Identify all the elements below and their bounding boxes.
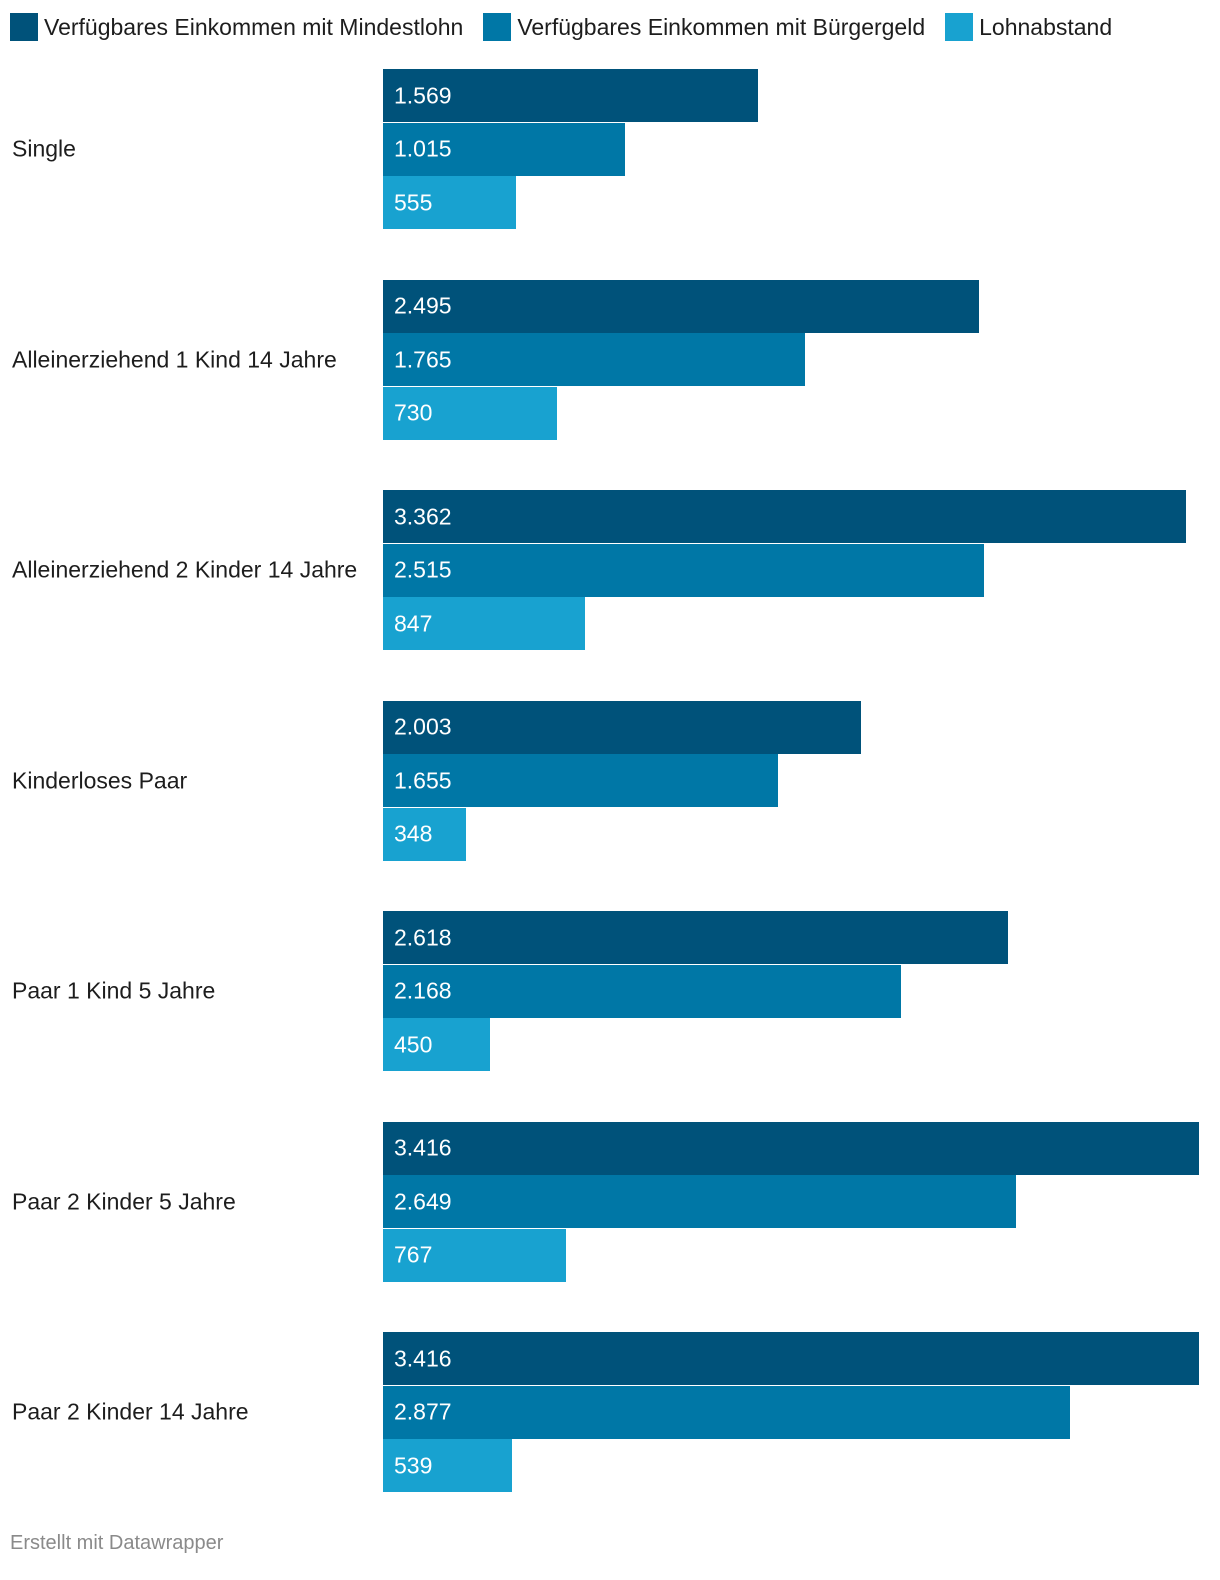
bar-chart: Single 1.569 1.015 555 Alleinerziehend 1 Kin… — [12, 69, 1199, 1492]
bar-5-1: 2.649 — [383, 1175, 1016, 1228]
bar-6-1: 2.877 — [383, 1385, 1070, 1439]
category-label-1: Alleinerziehend 1 Kind 14 Jahre — [12, 346, 337, 372]
bar-value-label-2-2: 847 — [394, 610, 433, 636]
bar-2-0: 3.362 — [383, 490, 1186, 543]
bar-value-label-2-0: 3.362 — [394, 503, 452, 529]
bar-3-1: 1.655 — [383, 754, 778, 807]
bar-value-label-1-0: 2.495 — [394, 292, 452, 319]
category-label-3: Kinderloses Paar — [12, 767, 188, 793]
legend-swatch-1 — [483, 13, 512, 41]
bar-value-label-6-0: 3.416 — [394, 1345, 452, 1371]
category-label-2: Alleinerziehend 2 Kinder 14 Jahre — [12, 556, 358, 583]
bar-value-label-6-2: 539 — [394, 1452, 433, 1478]
bar-value-label-1-2: 730 — [394, 399, 433, 426]
bar-value-label-3-0: 2.003 — [394, 713, 452, 740]
legend-swatch-2 — [945, 13, 974, 41]
bar-value-label-0-1: 1.015 — [394, 135, 452, 162]
bar-2-1: 2.515 — [383, 543, 984, 597]
legend-item-2: Lohnabstand — [945, 13, 1112, 41]
bar-value-label-0-0: 1.569 — [394, 82, 452, 108]
category-label-0: Single — [12, 135, 76, 162]
bar-value-label-4-0: 2.618 — [394, 924, 452, 950]
category-label-6: Paar 2 Kinder 14 Jahre — [12, 1398, 249, 1425]
category-label-4: Paar 1 Kind 5 Jahre — [12, 977, 216, 1004]
category-label-5: Paar 2 Kinder 5 Jahre — [12, 1188, 236, 1214]
bar-3-2: 348 — [383, 807, 466, 861]
bar-4-0: 2.618 — [383, 911, 1008, 964]
bar-value-label-5-2: 767 — [394, 1241, 433, 1268]
legend-label-2: Lohnabstand — [979, 13, 1113, 40]
bar-value-label-1-1: 1.765 — [394, 346, 452, 372]
legend-label-0: Verfügbares Einkommen mit Mindestlohn — [44, 13, 464, 40]
bar-1-2: 730 — [383, 386, 557, 440]
bar-value-label-0-2: 555 — [394, 189, 433, 215]
bar-6-2: 539 — [383, 1439, 512, 1492]
bar-value-label-3-1: 1.655 — [394, 767, 452, 793]
bar-6-0: 3.416 — [383, 1332, 1199, 1385]
bar-value-label-5-0: 3.416 — [394, 1134, 452, 1161]
bar-3-0: 2.003 — [383, 700, 861, 754]
bar-5-0: 3.416 — [383, 1121, 1199, 1175]
bar-value-label-4-1: 2.168 — [394, 977, 452, 1004]
footer-credit: Erstellt mit Datawrapper — [10, 1532, 224, 1554]
legend-item-0: Verfügbares Einkommen mit Mindestlohn — [10, 13, 463, 41]
chart-legend: Verfügbares Einkommen mit Mindestlohn Ver… — [10, 12, 1132, 42]
bar-value-label-6-1: 2.877 — [394, 1398, 452, 1425]
legend-item-1: Verfügbares Einkommen mit Bürgergeld — [483, 13, 925, 41]
bar-4-1: 2.168 — [383, 964, 901, 1018]
bar-0-0: 1.569 — [383, 69, 758, 122]
bar-2-2: 847 — [383, 597, 585, 650]
bar-value-label-3-2: 348 — [394, 820, 433, 847]
bar-5-2: 767 — [383, 1228, 566, 1282]
bar-0-1: 1.015 — [383, 122, 625, 176]
bar-0-2: 555 — [383, 176, 516, 229]
bar-1-0: 2.495 — [383, 279, 979, 333]
bar-value-label-2-1: 2.515 — [394, 556, 452, 583]
bar-1-1: 1.765 — [383, 333, 805, 386]
bar-value-label-4-2: 450 — [394, 1031, 433, 1057]
bar-4-2: 450 — [383, 1018, 490, 1071]
bar-value-label-5-1: 2.649 — [394, 1188, 452, 1214]
legend-swatch-0 — [10, 13, 38, 41]
legend-label-1: Verfügbares Einkommen mit Bürgergeld — [517, 13, 926, 40]
